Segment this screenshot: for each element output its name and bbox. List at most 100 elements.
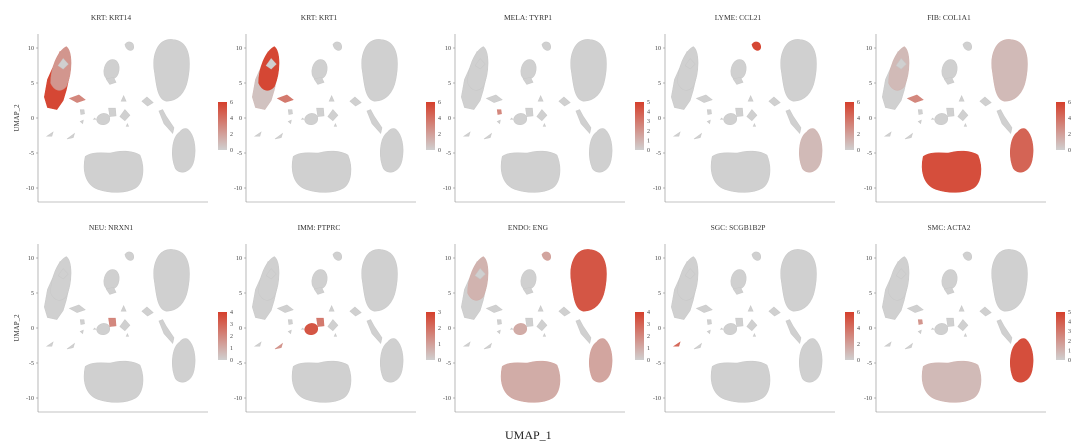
- cluster-endo: [361, 39, 398, 102]
- colorbar: [635, 102, 644, 150]
- colorbar-tick-label: 2: [1068, 339, 1071, 345]
- cluster-misc2: [79, 119, 84, 125]
- cluster-krt_small: [485, 304, 503, 313]
- colorbar: [845, 102, 854, 150]
- y-tick-label: 10: [236, 46, 242, 52]
- cluster-misc5: [537, 94, 544, 102]
- cluster-mela: [79, 319, 85, 325]
- cluster-imm2: [957, 109, 969, 122]
- cluster-upper_left: [57, 58, 69, 70]
- y-axis-label: UMAP_2: [13, 314, 21, 342]
- colorbar-tick-label: 2: [647, 129, 650, 135]
- cluster-misc2: [79, 329, 84, 335]
- cluster-misc4: [768, 96, 781, 107]
- cluster-misc5: [537, 304, 544, 312]
- y-tick-label: 5: [869, 81, 872, 87]
- cluster-mid_blob: [103, 269, 120, 290]
- y-tick-label: 5: [658, 291, 661, 297]
- y-axis-label: UMAP_2: [13, 104, 21, 132]
- cluster-imm: [96, 113, 111, 126]
- colorbar-tick-label: 6: [857, 310, 860, 316]
- cluster-smc: [172, 128, 196, 173]
- cluster-lower_spike: [693, 342, 702, 350]
- cluster-imm2: [327, 109, 339, 122]
- cluster-mela: [79, 109, 85, 115]
- cluster-imm2: [746, 319, 758, 332]
- cluster-misc5: [328, 94, 335, 102]
- cluster-lower_spike: [274, 132, 283, 140]
- cluster-misc1: [92, 117, 97, 120]
- cluster-fib: [291, 360, 352, 403]
- colorbar-tick-label: 0: [230, 358, 233, 364]
- x-axis-label: UMAP_1: [505, 428, 552, 442]
- cluster-misc4: [979, 96, 992, 107]
- panel-title: SMC: ACTA2: [928, 223, 971, 232]
- colorbar-tick-label: 0: [438, 148, 441, 154]
- panel-8: SGC: SCGB1B2P 10 5 0 -5 -10 6 4 2 0: [653, 223, 860, 413]
- cluster-lyme: [751, 41, 761, 51]
- colorbar-tick-label: 4: [230, 310, 233, 316]
- colorbar: [1056, 312, 1065, 360]
- cluster-misc4: [141, 306, 154, 317]
- colorbar-tick-label: 2: [857, 132, 860, 138]
- y-tick-label: 5: [658, 81, 661, 87]
- colorbar-tick-label: 3: [647, 119, 650, 125]
- cluster-neu: [316, 107, 325, 117]
- cluster-endo: [780, 39, 817, 102]
- cluster-krt_spin: [50, 46, 72, 91]
- cluster-lyme: [541, 251, 551, 261]
- cluster-fib: [921, 360, 982, 403]
- cluster-sgc: [883, 131, 892, 137]
- cluster-sgc: [253, 341, 262, 347]
- cluster-misc3: [333, 332, 338, 337]
- colorbar-tick-label: 5: [647, 100, 650, 106]
- cluster-neu: [946, 107, 955, 117]
- cluster-endo: [991, 39, 1028, 102]
- cluster-misc1: [509, 327, 514, 330]
- cluster-krt_small: [695, 304, 713, 313]
- colorbar-tick-label: 2: [230, 132, 233, 138]
- panel-0: KRT: KRT14 10 5 0 -5 -10 UMAP_2 6 4 2 0: [13, 13, 233, 203]
- cluster-mid_blob2: [943, 287, 955, 295]
- y-tick-label: 0: [31, 116, 34, 122]
- cluster-right_spikes: [996, 109, 1013, 134]
- y-tick-label: 5: [31, 291, 34, 297]
- panel-title: IMM: PTPRC: [298, 223, 341, 232]
- y-tick-label: 0: [869, 116, 872, 122]
- cluster-imm2: [119, 109, 131, 122]
- cluster-fib: [710, 150, 771, 193]
- cluster-upper_left: [474, 58, 486, 70]
- cluster-mela: [706, 109, 712, 115]
- cluster-krt_small: [68, 94, 86, 103]
- y-tick-label: 0: [448, 326, 451, 332]
- y-tick-label: 5: [448, 291, 451, 297]
- y-tick-label: -10: [443, 186, 451, 192]
- cluster-upper_left: [474, 268, 486, 280]
- cluster-misc5: [958, 94, 965, 102]
- cluster-misc2: [706, 329, 711, 335]
- cluster-krt_spin: [258, 256, 280, 301]
- cluster-misc3: [963, 332, 968, 337]
- cluster-mid_blob: [941, 269, 958, 290]
- cluster-mid_blob: [730, 269, 747, 290]
- cluster-imm2: [327, 319, 339, 332]
- y-tick-label: -5: [29, 361, 34, 367]
- cluster-krt_spin: [677, 256, 699, 301]
- colorbar: [845, 312, 854, 360]
- cluster-misc1: [300, 117, 305, 120]
- colorbar-tick-label: 0: [1068, 358, 1071, 364]
- cluster-mid_blob2: [313, 287, 325, 295]
- cluster-krt_small: [906, 304, 924, 313]
- cluster-mela: [287, 109, 293, 115]
- colorbar-tick-label: 0: [438, 358, 441, 364]
- panel-title: NEU: NRXN1: [89, 223, 134, 232]
- y-tick-label: -10: [234, 186, 242, 192]
- cluster-smc: [380, 338, 404, 383]
- y-tick-label: 0: [658, 116, 661, 122]
- y-tick-label: 0: [869, 326, 872, 332]
- panel-title: FIB: COL1A1: [927, 13, 971, 22]
- y-tick-label: -5: [446, 151, 451, 157]
- cluster-krt_spin: [50, 256, 72, 301]
